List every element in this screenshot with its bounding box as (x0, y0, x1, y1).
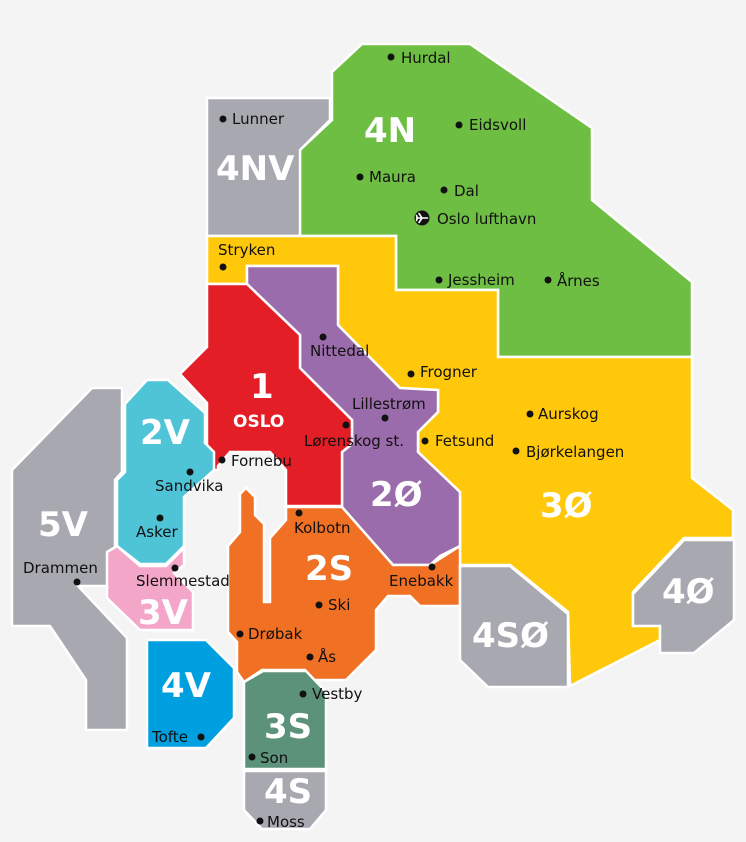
zone-label-4SO: 4SØ (472, 616, 549, 656)
svg-text:Maura: Maura (369, 168, 416, 186)
zone-label-4S: 4S (264, 772, 312, 812)
svg-text:Nittedal: Nittedal (310, 342, 369, 360)
svg-text:Hurdal: Hurdal (401, 49, 451, 67)
svg-text:Tofte: Tofte (151, 728, 188, 746)
zone-2S[interactable] (226, 486, 462, 684)
svg-text:Ski: Ski (328, 596, 350, 614)
svg-text:Enebakk: Enebakk (389, 572, 454, 590)
place-fornebu[interactable]: Fornebu (218, 452, 292, 470)
place-drobak[interactable]: Drøbak (236, 625, 303, 643)
place-nittedal[interactable]: Nittedal (310, 333, 369, 361)
zone-label-4N: 4N (364, 111, 416, 151)
place-hurdal[interactable]: Hurdal (387, 49, 451, 67)
airplane-icon (414, 210, 430, 226)
svg-text:Oslo lufthavn: Oslo lufthavn (437, 210, 536, 228)
place-lillestrom[interactable]: Lillestrøm (352, 395, 426, 422)
place-son[interactable]: Son (248, 749, 289, 767)
place-vestby[interactable]: Vestby (299, 685, 363, 703)
svg-text:Aurskog: Aurskog (538, 405, 599, 423)
zone-label-2O: 2Ø (370, 475, 423, 515)
place-stryken[interactable]: Stryken (218, 241, 275, 271)
svg-text:Drammen: Drammen (23, 559, 98, 577)
zone-label-3S: 3S (264, 707, 312, 747)
zone-4S[interactable] (242, 769, 328, 831)
zone-label-3O: 3Ø (540, 486, 593, 526)
place-oslo-lufthavn[interactable]: Oslo lufthavn (414, 210, 537, 228)
place-moss[interactable]: Moss (256, 813, 305, 831)
svg-text:Kolbotn: Kolbotn (294, 519, 351, 537)
svg-text:Ås: Ås (318, 647, 336, 666)
place-tofte[interactable]: Tofte (151, 728, 205, 746)
zone-label-1: 1 (250, 367, 274, 407)
place-fetsund[interactable]: Fetsund (421, 432, 495, 450)
svg-text:Årnes: Årnes (557, 271, 600, 290)
zone-4V[interactable] (145, 638, 236, 750)
zone-label-oslo: OSLO (233, 412, 284, 432)
zone-2V[interactable] (115, 378, 216, 566)
zone-label-4O: 4Ø (662, 572, 715, 612)
zone-label-5V: 5V (38, 505, 89, 545)
place-dal[interactable]: Dal (440, 182, 479, 200)
svg-text:Lillestrøm: Lillestrøm (352, 395, 426, 413)
svg-text:Vestby: Vestby (312, 685, 363, 703)
svg-text:Lørenskog st.: Lørenskog st. (304, 432, 404, 450)
svg-text:Drøbak: Drøbak (248, 625, 303, 643)
zone-5V[interactable] (10, 386, 129, 732)
place-bjorkelangen[interactable]: Bjørkelangen (512, 443, 625, 461)
svg-text:Lunner: Lunner (232, 110, 285, 128)
place-arnes[interactable]: Årnes (544, 271, 600, 290)
svg-text:Sandvika: Sandvika (155, 477, 223, 495)
place-maura[interactable]: Maura (356, 168, 417, 186)
svg-text:Frogner: Frogner (420, 363, 478, 381)
place-ski[interactable]: Ski (315, 596, 351, 614)
zone-label-2S: 2S (305, 549, 353, 589)
place-eidsvoll[interactable]: Eidsvoll (455, 116, 527, 134)
zone-4O[interactable] (631, 538, 736, 655)
place-as[interactable]: Ås (306, 647, 337, 666)
place-enebakk[interactable]: Enebakk (389, 563, 454, 591)
place-frogner[interactable]: Frogner (407, 363, 478, 381)
svg-text:Bjørkelangen: Bjørkelangen (526, 443, 624, 461)
place-sandvika[interactable]: Sandvika (155, 468, 223, 496)
svg-text:Slemmestad: Slemmestad (136, 572, 230, 590)
place-asker[interactable]: Asker (136, 514, 178, 542)
zone-label-4NV: 4NV (216, 149, 295, 189)
place-aurskog[interactable]: Aurskog (526, 405, 599, 423)
svg-text:Son: Son (260, 749, 288, 767)
svg-text:Fetsund: Fetsund (435, 432, 494, 450)
zone-3V[interactable] (105, 544, 195, 632)
svg-text:Jessheim: Jessheim (447, 271, 515, 289)
place-drammen[interactable]: Drammen (23, 559, 98, 586)
svg-text:Dal: Dal (454, 182, 479, 200)
place-lunner[interactable]: Lunner (219, 110, 285, 128)
svg-text:Moss: Moss (267, 813, 305, 831)
place-jessheim[interactable]: Jessheim (435, 271, 515, 289)
zone-4SO[interactable] (458, 564, 570, 689)
place-slemmestad[interactable]: Slemmestad (136, 564, 230, 591)
zone-label-4V: 4V (161, 666, 212, 706)
zone-1[interactable] (178, 282, 354, 508)
svg-text:Eidsvoll: Eidsvoll (469, 116, 526, 134)
svg-text:Asker: Asker (136, 523, 178, 541)
zone-label-3V: 3V (138, 593, 189, 633)
svg-text:Fornebu: Fornebu (231, 452, 292, 470)
zone-label-2V: 2V (140, 413, 191, 453)
svg-text:Stryken: Stryken (218, 241, 275, 259)
place-kolbotn[interactable]: Kolbotn (294, 509, 351, 538)
place-lorenskog[interactable]: Lørenskog st. (304, 421, 404, 451)
